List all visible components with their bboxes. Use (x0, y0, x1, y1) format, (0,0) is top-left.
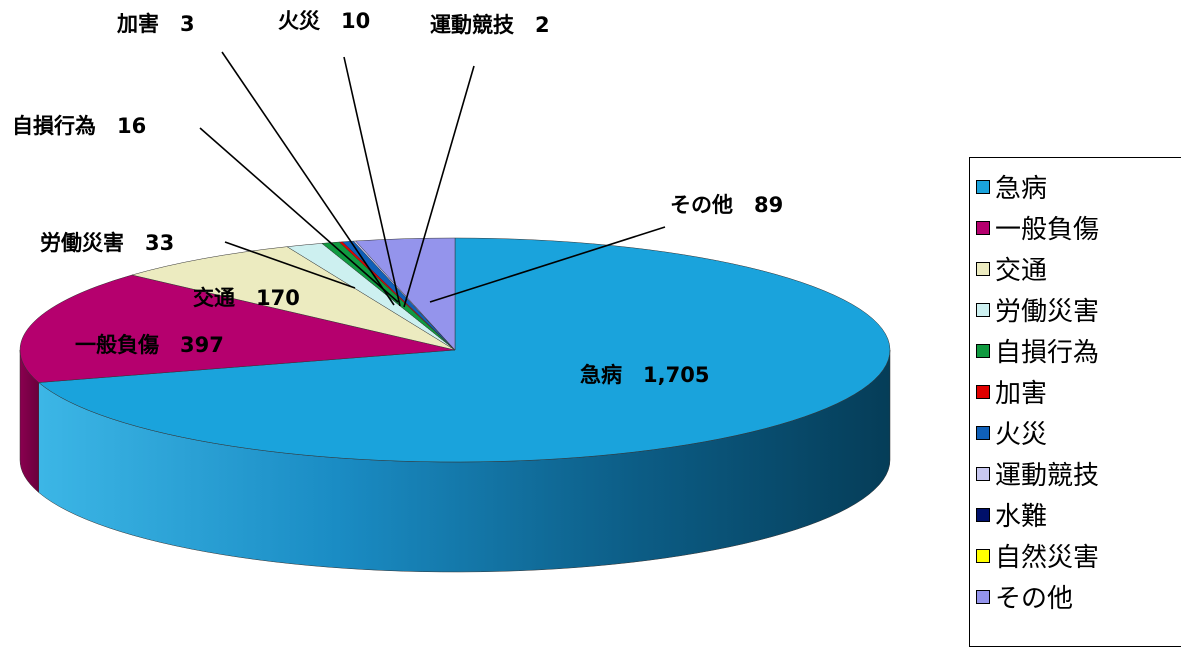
legend-item-労働災害: 労働災害 (976, 291, 1099, 328)
legend-item-水難: 水難 (976, 496, 1047, 533)
leader-line-その他 (429, 226, 666, 303)
data-label-加害: 加害 3 (116, 12, 195, 36)
leader-line-火災 (343, 56, 401, 307)
leader-line-労働災害 (224, 241, 356, 289)
legend-label: 火災 (995, 420, 1048, 450)
data-label-火災: 火災 10 (278, 9, 370, 33)
pie-slice-一般負傷 (19, 274, 456, 383)
legend-item-加害: 加害 (976, 373, 1047, 410)
legend-swatch (976, 261, 990, 276)
legend-swatch (976, 548, 990, 563)
data-label-交通: 交通 170 (193, 286, 300, 310)
legend-swatch (976, 302, 990, 317)
legend-swatch (976, 507, 990, 522)
legend-label: 加害 (995, 379, 1048, 409)
legend-label: 水難 (995, 502, 1048, 532)
legend-swatch (976, 384, 990, 399)
legend-item-運動競技: 運動競技 (976, 455, 1099, 492)
leader-line-自損行為 (199, 127, 399, 303)
legend-item-その他: その他 (976, 578, 1073, 615)
legend-label: 自然災害 (995, 543, 1100, 573)
legend-swatch (976, 466, 990, 481)
pie-slices (19, 237, 891, 463)
data-label-その他: その他 89 (670, 193, 783, 217)
leader-lines (199, 51, 666, 308)
data-labels: 急病 1,705 一般負傷 397 交通 170 労働災害 33 自損行為 16 加害 3… (12, 9, 783, 387)
data-label-一般負傷: 一般負傷 397 (75, 333, 224, 357)
legend-swatch (976, 425, 990, 440)
pie-slice-交通 (130, 246, 456, 351)
leader-line-加害 (221, 51, 395, 306)
legend-label: 一般負傷 (995, 215, 1100, 245)
legend-item-急病: 急病 (976, 168, 1047, 205)
data-label-運動競技: 運動競技 2 (430, 13, 550, 37)
pie-slice-急病 (38, 237, 891, 463)
legend-item-一般負傷: 一般負傷 (976, 209, 1099, 246)
data-label-自損行為: 自損行為 16 (12, 114, 146, 138)
legend-item-自然災害: 自然災害 (976, 537, 1099, 574)
legend-swatch (976, 179, 990, 194)
legend-swatch (976, 220, 990, 235)
legend-label: 労働災害 (995, 297, 1100, 327)
legend: 急病一般負傷交通労働災害自損行為加害火災運動競技水難自然災害その他 (969, 157, 1181, 647)
legend-label: 運動競技 (995, 461, 1100, 491)
pie-slice-その他 (355, 237, 456, 351)
leader-line-運動競技 (403, 65, 475, 308)
legend-label: 自損行為 (995, 338, 1100, 368)
legend-item-火災: 火災 (976, 414, 1047, 451)
legend-item-交通: 交通 (976, 250, 1047, 287)
data-label-急病: 急病 1,705 (580, 363, 709, 387)
legend-swatch (976, 589, 990, 604)
data-label-労働災害: 労働災害 33 (40, 231, 174, 255)
legend-label: 急病 (995, 174, 1048, 204)
legend-label: 交通 (995, 256, 1048, 286)
legend-swatch (976, 343, 990, 358)
legend-label: その他 (995, 584, 1074, 614)
legend-item-自損行為: 自損行為 (976, 332, 1099, 369)
